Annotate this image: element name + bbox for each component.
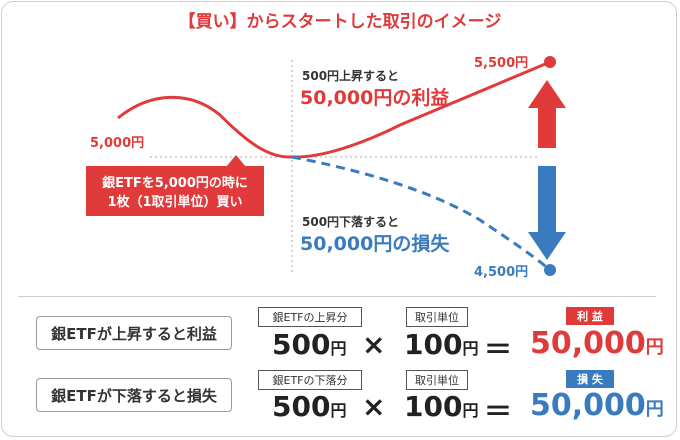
down-endpoint [544, 264, 556, 276]
down-price-label: 4,500円 [474, 265, 528, 280]
diagram-title: 【買い】からスタートした取引のイメージ [179, 11, 502, 32]
up-note: 500円上昇すると [302, 68, 399, 83]
up-price-label: 5,500円 [474, 56, 528, 71]
profit-result: 50,000円 [530, 326, 664, 361]
rise-amount-box: 銀ETFの上昇分 [258, 307, 362, 327]
unit-value: 100円 [404, 390, 479, 423]
rise-amount-value: 500円 [272, 328, 347, 361]
equals-sign: ＝ [484, 333, 513, 366]
multiply-sign: × [362, 390, 386, 423]
fall-amount-box: 銀ETFの下落分 [258, 370, 362, 390]
price-line-up [117, 60, 551, 159]
up-endpoint [544, 56, 556, 68]
loss-result: 50,000円 [530, 388, 664, 423]
down-arrow-icon [528, 166, 566, 260]
multiply-sign: × [362, 328, 386, 361]
fall-amount-value: 500円 [272, 390, 347, 423]
down-result-label: 50,000円の損失 [300, 232, 450, 255]
unit-value: 100円 [404, 328, 479, 361]
equals-sign: ＝ [484, 395, 513, 428]
profit-row-label: 銀ETFが上昇すると利益 [36, 316, 232, 350]
callout-line-2: 1枚（1取引単位）買い [107, 194, 242, 210]
unit-box: 取引単位 [406, 307, 468, 327]
section-divider [18, 296, 656, 297]
buy-callout: 銀ETFを5,000円の時に 1枚（1取引単位）買い [86, 155, 264, 216]
loss-badge: 損 失 [566, 370, 614, 388]
loss-row-label: 銀ETFが下落すると損失 [36, 378, 232, 412]
price-line-down [291, 155, 551, 272]
profit-badge: 利 益 [566, 307, 614, 325]
up-result-label: 50,000円の利益 [300, 86, 449, 109]
up-arrow-icon [528, 80, 566, 148]
unit-box: 取引単位 [406, 370, 468, 390]
callout-line-1: 銀ETFを5,000円の時に [102, 175, 248, 191]
start-price-label: 5,000円 [90, 136, 144, 151]
price-chart: 【買い】からスタートした取引のイメージ 5,000円 5,500円 4,500円… [86, 11, 566, 280]
down-note: 500円下落すると [302, 214, 399, 229]
